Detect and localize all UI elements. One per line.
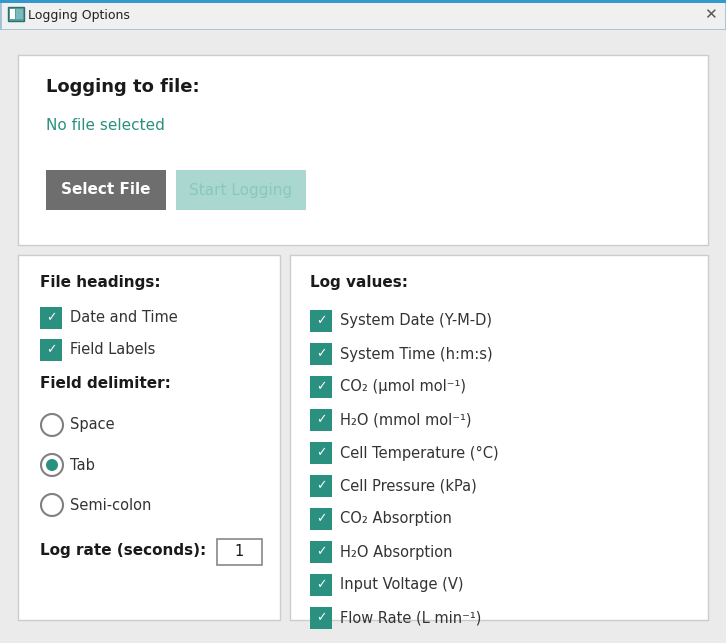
FancyBboxPatch shape [16, 9, 23, 19]
Text: Log values:: Log values: [310, 275, 408, 291]
FancyBboxPatch shape [18, 55, 708, 245]
Text: Cell Temperature (°C): Cell Temperature (°C) [340, 446, 499, 460]
Text: ✓: ✓ [316, 611, 326, 624]
FancyBboxPatch shape [18, 255, 280, 620]
FancyBboxPatch shape [310, 607, 332, 629]
FancyBboxPatch shape [310, 376, 332, 398]
Text: Logging Options: Logging Options [28, 8, 130, 21]
Text: H₂O (mmol mol⁻¹): H₂O (mmol mol⁻¹) [340, 413, 471, 428]
Text: Cell Pressure (kPa): Cell Pressure (kPa) [340, 478, 477, 493]
FancyBboxPatch shape [0, 0, 726, 30]
FancyBboxPatch shape [217, 539, 262, 565]
Text: File headings:: File headings: [40, 275, 160, 291]
Text: ✓: ✓ [316, 480, 326, 493]
FancyBboxPatch shape [40, 307, 62, 329]
Text: System Time (h:m:s): System Time (h:m:s) [340, 347, 493, 361]
Text: Date and Time: Date and Time [70, 311, 178, 325]
Text: ✓: ✓ [316, 512, 326, 525]
Text: 1: 1 [234, 545, 244, 559]
Text: ✓: ✓ [316, 347, 326, 361]
Text: Log rate (seconds):: Log rate (seconds): [40, 543, 206, 559]
FancyBboxPatch shape [176, 170, 306, 210]
Text: CO₂ (μmol mol⁻¹): CO₂ (μmol mol⁻¹) [340, 379, 466, 395]
Text: ✓: ✓ [316, 579, 326, 592]
Text: Start Logging: Start Logging [189, 183, 293, 197]
FancyBboxPatch shape [310, 508, 332, 530]
FancyBboxPatch shape [40, 339, 62, 361]
Text: Select File: Select File [61, 183, 151, 197]
FancyBboxPatch shape [10, 9, 15, 19]
FancyBboxPatch shape [310, 343, 332, 365]
Text: ✓: ✓ [46, 311, 56, 325]
Text: H₂O Absorption: H₂O Absorption [340, 545, 452, 559]
Text: No file selected: No file selected [46, 118, 165, 132]
Circle shape [41, 454, 63, 476]
Text: System Date (Y-M-D): System Date (Y-M-D) [340, 314, 492, 329]
Circle shape [46, 459, 58, 471]
Text: ✓: ✓ [316, 446, 326, 460]
Text: ✓: ✓ [46, 343, 56, 356]
Text: ✓: ✓ [316, 314, 326, 327]
FancyBboxPatch shape [0, 0, 726, 3]
Circle shape [41, 414, 63, 436]
FancyBboxPatch shape [310, 442, 332, 464]
FancyBboxPatch shape [310, 574, 332, 596]
Circle shape [41, 494, 63, 516]
Text: Logging to file:: Logging to file: [46, 78, 200, 96]
Text: Field Labels: Field Labels [70, 343, 155, 358]
FancyBboxPatch shape [8, 7, 24, 21]
FancyBboxPatch shape [310, 475, 332, 497]
Text: Space: Space [70, 417, 115, 433]
Text: Flow Rate (L min⁻¹): Flow Rate (L min⁻¹) [340, 610, 481, 626]
Text: CO₂ Absorption: CO₂ Absorption [340, 511, 452, 527]
Text: Input Voltage (V): Input Voltage (V) [340, 577, 463, 592]
Text: ✓: ✓ [316, 381, 326, 394]
FancyBboxPatch shape [310, 310, 332, 332]
FancyBboxPatch shape [46, 170, 166, 210]
Text: ✓: ✓ [316, 545, 326, 559]
FancyBboxPatch shape [310, 541, 332, 563]
FancyBboxPatch shape [310, 409, 332, 431]
FancyBboxPatch shape [0, 30, 726, 643]
FancyBboxPatch shape [290, 255, 708, 620]
Text: Semi-colon: Semi-colon [70, 498, 152, 512]
Text: Tab: Tab [70, 458, 95, 473]
Text: Field delimiter:: Field delimiter: [40, 376, 171, 390]
Text: ✓: ✓ [316, 413, 326, 426]
Text: ✕: ✕ [703, 8, 717, 23]
